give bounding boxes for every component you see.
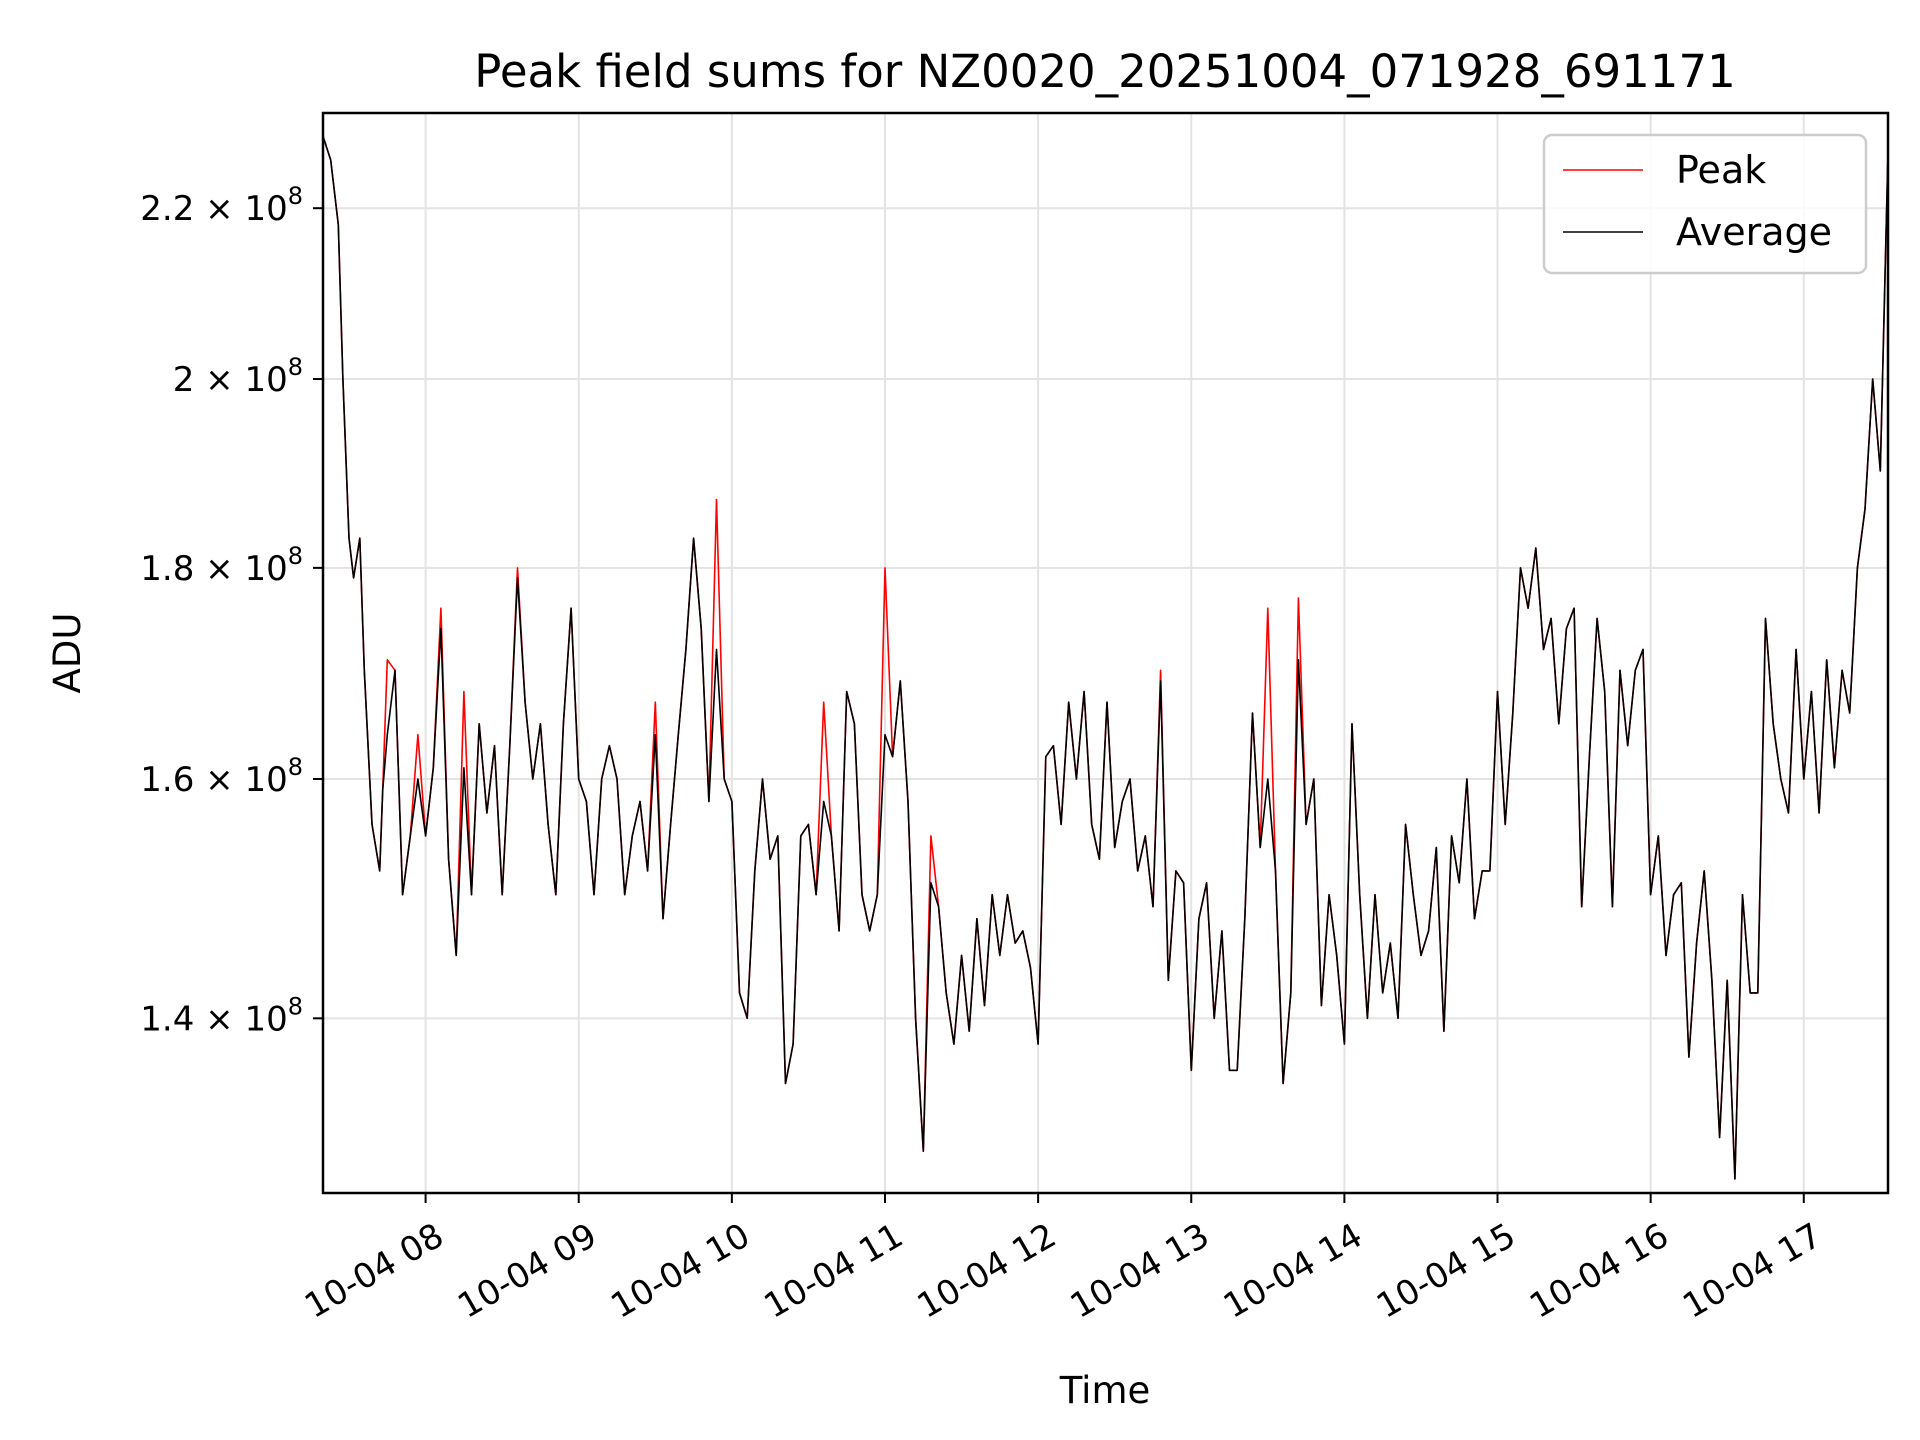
x-axis: 10-04 08 10-04 09 10-04 10 10-04 11 10-04 12… — [298, 1193, 1829, 1327]
x-axis-label: Time — [1059, 1369, 1151, 1412]
x-tick-label: 10-04 12 — [911, 1216, 1063, 1327]
y-axis-label: ADU — [46, 613, 89, 694]
legend: Peak Average — [1542, 133, 1868, 275]
y-tick-label: 1.6 × 108 — [140, 753, 303, 800]
plot-area — [323, 136, 1888, 1180]
grid — [323, 113, 1888, 1193]
x-tick-label: 10-04 17 — [1676, 1216, 1828, 1327]
y-axis: 1.4 × 108 1.6 × 108 1.8 × 108 2 × 108 2.2 × … — [140, 182, 323, 1039]
legend-label-peak: Peak — [1676, 148, 1766, 192]
y-tick-label: 2 × 108 — [173, 353, 303, 400]
series-peak-line — [323, 136, 1888, 1180]
axes-frame — [321, 111, 1890, 1195]
x-tick-label: 10-04 13 — [1064, 1216, 1216, 1327]
x-tick-label: 10-04 16 — [1523, 1216, 1675, 1327]
y-tick-label: 2.2 × 108 — [140, 182, 303, 229]
legend-label-average: Average — [1676, 210, 1832, 254]
x-tick-label: 10-04 15 — [1370, 1216, 1522, 1327]
x-tick-label: 10-04 09 — [451, 1216, 603, 1327]
x-tick-label: 10-04 14 — [1217, 1216, 1369, 1327]
x-tick-label: 10-04 08 — [298, 1216, 450, 1327]
chart-title: Peak field sums for NZ0020_20251004_0719… — [474, 45, 1735, 98]
y-tick-label: 1.4 × 108 — [140, 992, 303, 1039]
x-tick-label: 10-04 11 — [757, 1216, 909, 1327]
series-average-line — [323, 136, 1888, 1180]
x-tick-label: 10-04 10 — [604, 1216, 756, 1327]
y-tick-label: 1.8 × 108 — [140, 542, 303, 589]
